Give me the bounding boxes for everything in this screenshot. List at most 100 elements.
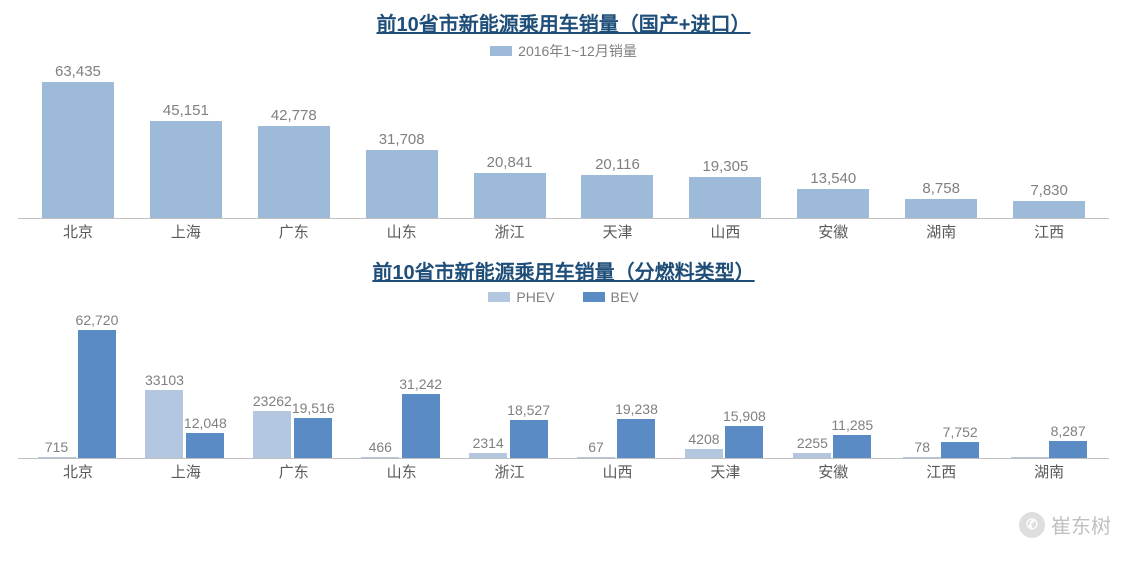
legend-swatch <box>490 46 512 56</box>
bar-group: 67 19,238 <box>564 401 672 458</box>
bar <box>510 420 548 458</box>
bar <box>361 457 399 458</box>
x-category: 上海 <box>132 221 240 242</box>
bar-wrap <box>1011 455 1049 458</box>
x-category: 山东 <box>348 221 456 242</box>
bar <box>689 177 761 218</box>
bar-group: 31,708 <box>348 131 456 218</box>
bar-group: 7,830 <box>995 182 1103 218</box>
bar-wrap: 62,720 <box>76 312 119 458</box>
x-category: 山西 <box>564 461 672 482</box>
bar-wrap: 20,841 <box>474 154 546 218</box>
bar-group: 715 62,720 <box>24 312 132 458</box>
x-category: 天津 <box>564 221 672 242</box>
bar-wrap: 23262 <box>253 393 292 458</box>
legend-item: PHEV <box>488 289 554 305</box>
bar-group: 42,778 <box>240 107 348 218</box>
data-label: 466 <box>369 439 392 455</box>
data-label: 23262 <box>253 393 292 409</box>
bar-wrap: 715 <box>38 439 76 458</box>
bar-wrap: 19,516 <box>292 400 335 458</box>
bar-wrap: 8,287 <box>1049 423 1087 458</box>
bar-wrap: 7,752 <box>941 424 979 458</box>
data-label: 8,287 <box>1051 423 1086 439</box>
data-label: 7,752 <box>943 424 978 440</box>
bar-wrap: 15,908 <box>723 408 766 458</box>
bar <box>617 419 655 458</box>
bar <box>42 82 114 218</box>
bar <box>294 418 332 458</box>
bar <box>78 330 116 458</box>
x-category: 天津 <box>671 461 779 482</box>
bar-group: 63,435 <box>24 63 132 218</box>
x-category: 广东 <box>240 461 348 482</box>
data-label: 31,242 <box>399 376 442 392</box>
bar-wrap: 63,435 <box>42 63 114 218</box>
bar <box>725 426 763 458</box>
bar-wrap: 31,708 <box>366 131 438 218</box>
bar <box>685 449 723 458</box>
wechat-icon: ✆ <box>1019 512 1045 538</box>
bar <box>402 394 440 458</box>
bar <box>474 173 546 218</box>
bar-wrap: 19,305 <box>689 158 761 218</box>
bar <box>833 435 871 458</box>
bar <box>1011 457 1049 458</box>
x-category: 湖南 <box>887 221 995 242</box>
bar-wrap: 19,238 <box>615 401 658 458</box>
bar <box>469 453 507 458</box>
bar-wrap: 2314 <box>469 435 507 458</box>
watermark-text: 崔东树 <box>1051 510 1111 539</box>
bar-wrap: 31,242 <box>399 376 442 458</box>
data-label: 18,527 <box>507 402 550 418</box>
bar <box>1013 201 1085 218</box>
data-label: 33103 <box>145 372 184 388</box>
bar-wrap: 11,285 <box>831 417 873 458</box>
bar <box>903 457 941 458</box>
x-category: 浙江 <box>456 461 564 482</box>
data-label: 11,285 <box>831 417 873 433</box>
x-category: 上海 <box>132 461 240 482</box>
legend-swatch <box>583 292 605 302</box>
legend-label: 2016年1~12月销量 <box>518 41 637 61</box>
bar-wrap: 67 <box>577 439 615 458</box>
bar-wrap: 7,830 <box>1013 182 1085 218</box>
chart1-plot-area: 63,435 45,151 42,778 31,708 20,841 20,116 19,3… <box>18 63 1109 219</box>
data-label: 62,720 <box>76 312 119 328</box>
bar-wrap: 42,778 <box>258 107 330 218</box>
data-label: 12,048 <box>184 415 227 431</box>
bar-wrap: 13,540 <box>797 170 869 218</box>
data-label: 67 <box>588 439 604 455</box>
bar-wrap: 78 <box>903 439 941 458</box>
legend-label: PHEV <box>516 289 554 305</box>
bar <box>581 175 653 218</box>
bar-wrap: 4208 <box>685 431 723 458</box>
data-label: 8,758 <box>922 180 960 197</box>
data-label: 19,238 <box>615 401 658 417</box>
data-label: 45,151 <box>163 102 209 119</box>
data-label: 2255 <box>797 435 828 451</box>
bar-wrap: 12,048 <box>184 415 227 458</box>
chart2-legend: PHEV BEV <box>18 289 1109 307</box>
bar-wrap: 466 <box>361 439 399 458</box>
legend-item: BEV <box>583 289 639 305</box>
data-label: 4208 <box>688 431 719 447</box>
bar <box>577 457 615 458</box>
x-category: 广东 <box>240 221 348 242</box>
bar-group: 20,116 <box>564 156 672 218</box>
bar <box>793 453 831 458</box>
bar-group: 8,287 <box>995 423 1103 458</box>
bar <box>150 121 222 218</box>
legend-swatch <box>488 292 510 302</box>
bar <box>1049 441 1087 458</box>
data-label: 20,116 <box>595 156 640 173</box>
bar-wrap: 45,151 <box>150 102 222 218</box>
bar-wrap: 2255 <box>793 435 831 458</box>
bar-group: 2314 18,527 <box>456 402 564 458</box>
bar-group: 19,305 <box>671 158 779 218</box>
bar <box>941 442 979 458</box>
bar-group: 2326219,516 <box>240 393 348 458</box>
bar <box>145 390 183 458</box>
x-category: 山东 <box>348 461 456 482</box>
data-label: 15,908 <box>723 408 766 424</box>
